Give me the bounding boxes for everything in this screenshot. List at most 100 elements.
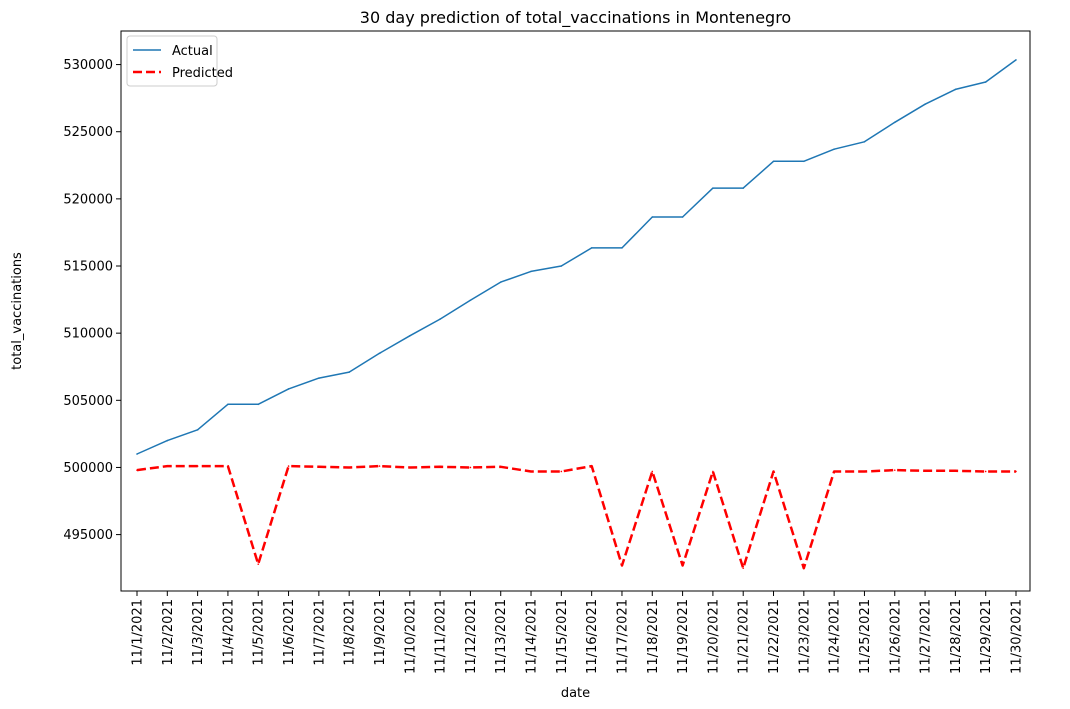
data-point-predicted (530, 470, 532, 473)
data-point-predicted (257, 563, 260, 565)
x-axis: 11/1/2021 11/2/2021 11/3/2021 11/4/2021 11/5… (131, 591, 1025, 674)
data-point-actual (833, 148, 835, 150)
data-point-predicted (893, 469, 896, 471)
x-tick-label: 11/2/2021 (161, 599, 176, 666)
x-tick-label: 11/29/2021 (979, 599, 994, 674)
data-point-actual (378, 352, 381, 355)
data-point-actual (893, 121, 896, 124)
data-point-predicted (166, 465, 169, 467)
data-point-actual (196, 429, 199, 431)
data-point-actual (954, 88, 957, 91)
y-tick-label: 500000 (63, 461, 113, 476)
data-point-predicted (136, 469, 138, 471)
data-point-predicted (590, 465, 593, 467)
y-axis-title: total_vaccinations (10, 252, 25, 370)
data-point-predicted (318, 465, 320, 468)
data-point-predicted (621, 564, 623, 567)
data-point-predicted (712, 470, 714, 473)
data-point-predicted (439, 465, 441, 468)
data-point-actual (984, 81, 987, 83)
x-tick-label: 11/19/2021 (676, 599, 691, 674)
data-point-predicted (1015, 470, 1017, 473)
x-tick-label: 11/27/2021 (919, 599, 934, 674)
y-tick-label: 505000 (63, 394, 113, 409)
y-axis: 495000 500000 505000 510000 515000 520000 5250… (63, 58, 121, 543)
x-tick-label: 11/17/2021 (615, 599, 630, 674)
x-tick-label: 11/18/2021 (646, 599, 661, 674)
x-tick-label: 11/15/2021 (555, 599, 570, 674)
data-point-predicted (984, 470, 987, 473)
data-point-predicted (954, 470, 957, 472)
data-point-predicted (287, 465, 290, 467)
x-tick-label: 11/6/2021 (282, 599, 297, 666)
data-point-predicted (772, 470, 775, 473)
x-tick-label: 11/8/2021 (343, 599, 358, 666)
data-point-predicted (803, 567, 805, 569)
data-point-predicted (378, 465, 381, 467)
series-line-actual (136, 59, 1017, 455)
plot-area-frame (120, 30, 1031, 592)
y-tick-label: 530000 (63, 58, 113, 73)
x-tick-label: 11/22/2021 (767, 599, 782, 674)
x-tick-label: 11/20/2021 (706, 599, 721, 674)
series-layer (136, 59, 1017, 570)
x-tick-label: 11/12/2021 (464, 599, 479, 674)
legend-label-actual: Actual (172, 44, 213, 59)
x-tick-label: 11/11/2021 (434, 599, 449, 674)
chart-title: 30 day prediction of total_vaccinations … (360, 8, 791, 28)
x-tick-label: 11/13/2021 (494, 599, 509, 674)
data-point-actual (681, 216, 684, 218)
data-point-actual (469, 299, 472, 302)
data-point-actual (772, 160, 775, 163)
data-point-predicted (196, 465, 199, 467)
x-tick-label: 11/14/2021 (525, 599, 540, 674)
x-tick-label: 11/10/2021 (403, 599, 418, 674)
data-point-actual (621, 247, 623, 249)
data-point-actual (499, 281, 502, 283)
x-tick-label: 11/9/2021 (373, 599, 388, 666)
x-tick-label: 11/16/2021 (585, 599, 600, 674)
series-line-predicted (136, 464, 1016, 570)
data-point-actual (1015, 59, 1017, 61)
y-tick-label: 525000 (63, 125, 113, 140)
legend-box (126, 35, 218, 87)
data-point-predicted (499, 465, 502, 468)
data-point-predicted (681, 564, 684, 567)
data-point-predicted (924, 470, 926, 472)
data-point-predicted (469, 466, 472, 469)
data-point-actual (590, 247, 593, 249)
x-tick-label: 11/30/2021 (1010, 599, 1025, 674)
y-tick-label: 515000 (63, 260, 113, 275)
x-tick-label: 11/28/2021 (949, 599, 964, 674)
x-tick-label: 11/23/2021 (797, 599, 812, 674)
data-point-actual (803, 160, 805, 163)
data-point-predicted (408, 466, 411, 469)
legend: Actual Predicted (126, 35, 233, 87)
data-point-predicted (348, 466, 350, 469)
data-point-actual (439, 318, 441, 320)
data-point-actual (227, 403, 229, 406)
data-point-predicted (833, 470, 835, 473)
legend-label-predicted: Predicted (172, 66, 233, 81)
data-point-predicted (560, 470, 563, 473)
data-point-predicted (227, 465, 229, 467)
y-tick-label: 495000 (63, 528, 113, 543)
x-axis-title: date (561, 686, 590, 701)
x-tick-label: 11/3/2021 (191, 599, 206, 666)
data-point-actual (408, 335, 411, 337)
data-point-actual (560, 265, 563, 267)
x-tick-label: 11/25/2021 (858, 599, 873, 674)
x-tick-label: 11/5/2021 (252, 599, 267, 666)
x-tick-label: 11/26/2021 (888, 599, 903, 674)
data-point-actual (257, 403, 260, 406)
data-point-actual (651, 216, 654, 218)
data-point-actual (136, 453, 138, 455)
data-point-predicted (651, 470, 654, 473)
x-tick-label: 11/21/2021 (737, 599, 752, 674)
data-point-actual (348, 371, 350, 373)
data-point-actual (863, 140, 866, 143)
data-point-actual (742, 187, 745, 189)
x-tick-label: 11/24/2021 (828, 599, 843, 674)
y-tick-label: 520000 (63, 192, 113, 207)
